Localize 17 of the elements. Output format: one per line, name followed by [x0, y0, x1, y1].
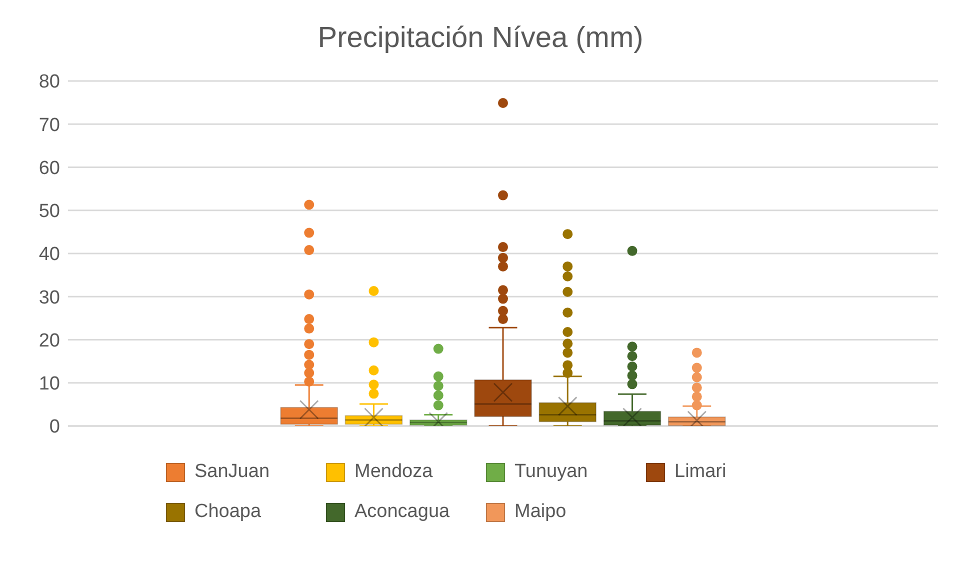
legend-label: Maipo — [514, 501, 566, 523]
y-tick-label: 10 — [38, 374, 60, 395]
legend-label: Aconcagua — [354, 501, 450, 523]
legend-label: Mendoza — [354, 461, 433, 483]
y-tick-label: 20 — [38, 330, 60, 352]
chart-title: Precipitación Nívea (mm) — [316, 22, 644, 55]
y-tick-label: 70 — [38, 114, 60, 136]
y-tick-label: 40 — [38, 244, 60, 266]
legend-label: Tunuyan — [514, 461, 588, 483]
y-tick-label: 60 — [38, 158, 60, 179]
y-tick-label: 80 — [38, 72, 60, 93]
y-tick-label: 0 — [49, 416, 60, 438]
y-tick-label: 30 — [38, 287, 60, 308]
legend-label: Limari — [674, 461, 726, 483]
y-tick-label: 50 — [38, 201, 60, 222]
legend-label: SanJuan — [194, 461, 270, 483]
legend-label: Choapa — [194, 501, 262, 523]
